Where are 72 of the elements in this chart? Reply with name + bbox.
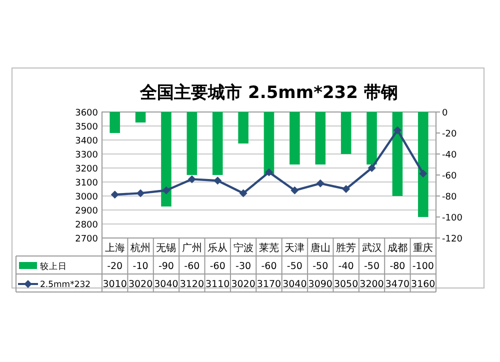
point [265,168,273,176]
data-label: 3160 [411,279,436,290]
x-tick-label: 宁波 [233,242,254,254]
y-tick-label: 3600 [75,108,98,118]
y-tick-label: 2900 [75,206,98,216]
point [162,186,170,194]
point [239,189,248,198]
data-label: 3050 [334,279,358,290]
y-tick-label: 3300 [75,150,98,160]
legend-label: 较上日 [40,261,67,272]
data-label: -40 [338,261,354,272]
data-label: -30 [236,261,252,272]
data-label: 3020 [231,279,256,290]
y-tick-label: 3400 [75,136,98,146]
point [136,189,145,198]
data-label: 3090 [308,279,332,290]
y-tick-label: 3100 [75,178,98,188]
data-label: 3110 [206,279,230,290]
y2-tick-label: -80 [442,192,457,202]
x-tick-label: 无锡 [156,243,176,254]
data-label: 3470 [385,279,410,290]
data-label: -10 [132,261,148,272]
x-tick-label: 武汉 [362,242,382,254]
x-tick-label: 天津 [284,242,305,254]
data-label: -60 [210,261,226,272]
x-tick-label: 乐从 [208,242,228,254]
data-label: 3040 [154,279,178,290]
point [188,175,196,184]
chart-title: 全国主要城市 2.5mm*232 带钢 [139,83,398,103]
point [393,126,402,134]
data-label: 3200 [360,279,384,290]
x-tick-label: 杭州 [130,242,151,254]
data-label: -50 [364,261,380,272]
y-tick-label: 2800 [75,220,98,230]
y2-tick-label: -40 [442,150,457,160]
data-label: -50 [312,261,328,272]
point [342,185,350,193]
y2-tick-label: -120 [442,234,463,244]
legend-label: 2.5mm*232 [40,280,91,290]
data-label: 3040 [282,279,307,290]
y-tick-label: 3500 [75,122,98,132]
y-tick-label: 3200 [75,164,98,174]
y2-tick-label: -20 [442,130,457,140]
data-label: 3170 [256,279,282,290]
data-label: -100 [412,261,434,272]
x-tick-label: 唐山 [310,242,330,254]
y2-tick-label: 0 [442,108,448,118]
point [110,190,119,199]
x-tick-label: 重庆 [413,242,434,254]
point [290,186,299,194]
data-label: 3120 [180,279,204,290]
point [214,176,222,185]
point [368,164,376,172]
y-tick-label: 3000 [75,192,98,202]
point [316,179,324,188]
y-tick-label: 2700 [75,234,98,244]
x-tick-label: 上海 [104,242,125,254]
y2-tick-label: -60 [442,172,457,182]
data-label: -80 [390,261,406,272]
data-label: 3010 [102,279,127,290]
x-tick-label: 广州 [182,242,202,254]
x-tick-label: 胜芳 [336,242,356,254]
data-label: -60 [184,261,200,272]
x-tick-label: 莱芜 [259,242,279,254]
data-label: -90 [158,261,174,272]
data-label: -60 [261,261,277,272]
y2-tick-label: -100 [442,214,463,224]
data-label: -20 [107,261,123,272]
data-label: -50 [286,261,302,272]
x-tick-label: 成都 [387,242,408,254]
point [419,170,428,178]
data-label: 3020 [128,279,153,290]
